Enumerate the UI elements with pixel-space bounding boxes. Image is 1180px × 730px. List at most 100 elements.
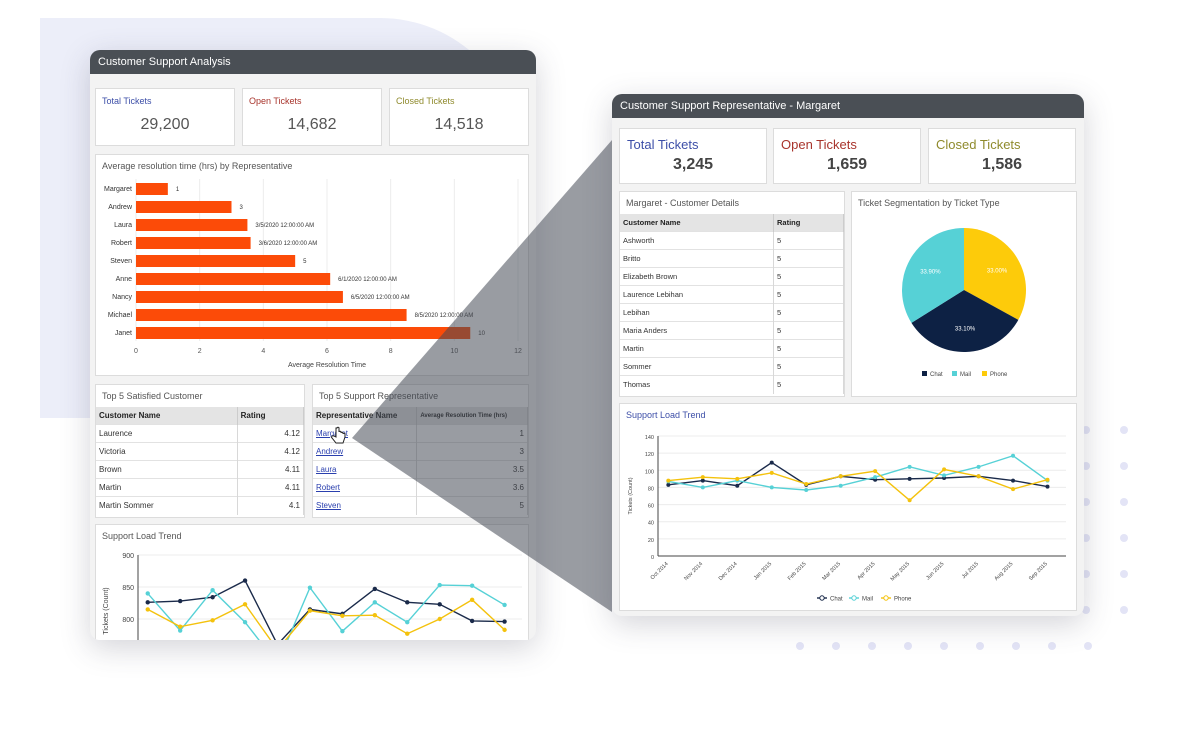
- data-point: [804, 482, 809, 486]
- decorative-dot: [904, 642, 912, 650]
- open-tickets-card: Open Tickets 14,682: [242, 88, 382, 146]
- table-row[interactable]: Thomas 5: [620, 375, 844, 394]
- kpi-label: Total Tickets: [627, 137, 699, 152]
- decorative-dot: [1082, 534, 1090, 542]
- data-point: [145, 600, 150, 605]
- table-row[interactable]: Robert 3.6: [313, 478, 528, 497]
- name-cell: Thomas: [620, 375, 775, 394]
- table-row[interactable]: Lebihan 5: [620, 303, 844, 322]
- y-tick-label: 120: [645, 452, 654, 458]
- x-tick-label: 4: [261, 348, 265, 355]
- kpi-value: 1,586: [981, 156, 1023, 173]
- x-tick-label: Apr 2015: [857, 561, 877, 581]
- value-cell: 5: [416, 496, 528, 515]
- total-tickets-card: Total Tickets 3,245: [619, 128, 767, 184]
- value-cell: 5: [773, 267, 844, 286]
- decorative-dot: [1082, 462, 1090, 470]
- name-cell: Ashworth: [620, 231, 775, 250]
- bar: [136, 327, 471, 339]
- table-row[interactable]: Martin Sommer 4.1: [96, 496, 305, 515]
- data-label: 3/5/2020 12:00:00 AM: [255, 223, 314, 229]
- table-row[interactable]: Laurence 4.12: [96, 424, 305, 443]
- data-point: [1045, 477, 1050, 482]
- name-cell: Andrew: [313, 442, 418, 461]
- y-tick-label: 0: [651, 555, 654, 561]
- decorative-dot: [1120, 606, 1128, 614]
- table-title: Top 5 Satisfied Customer: [102, 391, 203, 401]
- table-row[interactable]: Martin 5: [620, 339, 844, 358]
- chart-title: Support Load Trend: [102, 531, 182, 541]
- data-point: [1011, 478, 1016, 483]
- table-row[interactable]: Martin 4.11: [96, 478, 305, 497]
- value-cell: 5: [773, 339, 844, 358]
- decorative-dot: [1082, 606, 1090, 614]
- data-point: [769, 485, 774, 490]
- data-point: [838, 474, 843, 479]
- decorative-dot: [1048, 642, 1056, 650]
- data-point: [145, 591, 150, 596]
- decorative-dot: [1012, 642, 1020, 650]
- value-cell: 5: [773, 375, 844, 394]
- data-point: [469, 583, 475, 588]
- resolution-chart-card: Average resolution time (hrs) by Represe…: [95, 154, 529, 376]
- data-point: [1045, 484, 1050, 489]
- decorative-dot-grid: [790, 420, 1150, 660]
- name-cell: Britto: [620, 249, 775, 268]
- decorative-dot: [1120, 426, 1128, 434]
- table-row[interactable]: Steven 5: [313, 496, 528, 515]
- data-point: [700, 475, 705, 480]
- kpi-value: 14,682: [287, 116, 337, 133]
- table-row[interactable]: Britto 5: [620, 249, 844, 268]
- bar: [136, 273, 331, 285]
- table-row[interactable]: Sommer 5: [620, 357, 844, 376]
- table-row[interactable]: Brown 4.11: [96, 460, 305, 479]
- legend-marker: [819, 595, 825, 601]
- representative-link[interactable]: Robert: [316, 483, 341, 492]
- data-point: [177, 624, 183, 629]
- representative-link[interactable]: Margaret: [316, 429, 349, 438]
- data-point: [666, 478, 671, 483]
- table-row[interactable]: Laura 3.5: [313, 460, 528, 479]
- column-header[interactable]: Average Resolution Time (hrs): [416, 407, 528, 425]
- window-title: Customer Support Representative - Margar…: [612, 94, 1084, 118]
- x-tick-label: 10: [450, 348, 458, 355]
- support-load-line-chart: 0 20 40 60 80 100 120 140 Tickets (Count) Oct 201…: [628, 435, 1066, 603]
- decorative-dot: [868, 642, 876, 650]
- representative-link[interactable]: Laura: [316, 465, 337, 474]
- data-point: [405, 631, 410, 636]
- decorative-dot: [1120, 534, 1128, 542]
- total-tickets-card: Total Tickets 29,200: [95, 88, 235, 146]
- table-row[interactable]: Maria Anders 5: [620, 321, 844, 340]
- data-point: [976, 464, 981, 469]
- representative-link[interactable]: Andrew: [316, 447, 344, 456]
- column-header[interactable]: Representative Name: [313, 407, 418, 425]
- data-point: [372, 586, 378, 592]
- column-header[interactable]: Customer Name: [620, 214, 775, 232]
- decorative-dot: [832, 642, 840, 650]
- decorative-dot: [976, 642, 984, 650]
- legend-swatch: [952, 371, 957, 376]
- slice-label: 33.10%: [955, 326, 976, 332]
- data-point: [405, 600, 410, 605]
- data-point: [307, 608, 313, 613]
- table-row[interactable]: Elizabeth Brown 5: [620, 267, 844, 286]
- decorative-dot: [1082, 570, 1090, 578]
- x-tick-label: 0: [134, 348, 138, 355]
- column-header[interactable]: Customer Name: [96, 407, 238, 425]
- data-point: [437, 616, 442, 622]
- kpi-value: 14,518: [434, 116, 484, 133]
- kpi-label: Closed Tickets: [936, 137, 1021, 152]
- x-tick-label: Nov 2014: [683, 561, 704, 582]
- bar: [136, 183, 168, 195]
- decorative-dot: [796, 642, 804, 650]
- table-row[interactable]: Victoria 4.12: [96, 442, 305, 461]
- table-row[interactable]: Laurence Lebihan 5: [620, 285, 844, 304]
- column-header[interactable]: Rating: [237, 407, 305, 425]
- category-label: Laura: [114, 222, 132, 229]
- table-row[interactable]: Ashworth 5: [620, 231, 844, 250]
- data-point: [873, 469, 878, 474]
- column-header[interactable]: Rating: [773, 214, 844, 232]
- legend-marker: [883, 595, 889, 601]
- kpi-value: 3,245: [672, 156, 714, 173]
- representative-link[interactable]: Steven: [316, 501, 341, 511]
